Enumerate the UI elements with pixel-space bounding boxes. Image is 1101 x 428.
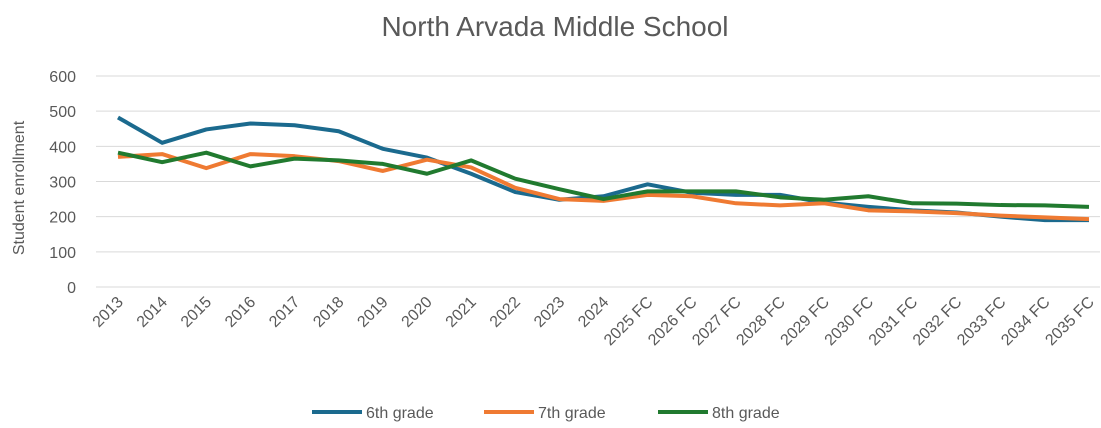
x-tick-label: 2014 [134, 294, 171, 331]
x-tick-label: 2023 [531, 294, 568, 331]
x-tick-label: 2022 [487, 294, 524, 331]
y-tick-label: 0 [67, 280, 76, 297]
y-tick-label: 100 [49, 245, 76, 262]
legend-label: 8th grade [712, 405, 780, 422]
x-tick-label: 2021 [443, 294, 480, 331]
x-tick-label: 2035 FC [1042, 294, 1097, 349]
legend-label: 6th grade [366, 405, 434, 422]
x-tick-label: 2024 [575, 294, 612, 331]
y-tick-label: 200 [49, 210, 76, 227]
chart-title: North Arvada Middle School [381, 11, 728, 42]
x-tick-label: 2015 [178, 294, 215, 331]
x-tick-label: 2018 [310, 294, 347, 331]
y-tick-label: 300 [49, 175, 76, 192]
x-tick-label: 2019 [354, 294, 391, 331]
series-line [117, 150, 1090, 209]
y-tick-label: 600 [49, 69, 76, 86]
y-axis-label: Student enrollment [11, 120, 28, 255]
x-tick-label: 2016 [222, 294, 259, 331]
x-tick-label: 2017 [266, 294, 303, 331]
x-tick-label: 2020 [399, 294, 436, 331]
y-tick-label: 400 [49, 139, 76, 156]
y-tick-label: 500 [49, 104, 76, 121]
x-tick-label: 2013 [90, 294, 127, 331]
legend-label: 7th grade [538, 405, 606, 422]
